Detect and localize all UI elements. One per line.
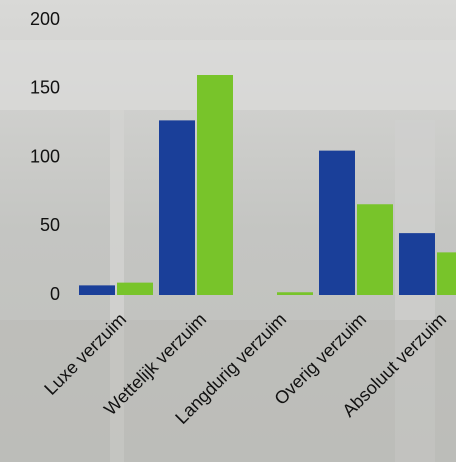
y-tick-label: 100 (30, 146, 60, 166)
bar (159, 120, 195, 295)
bar (399, 233, 435, 295)
bar (79, 285, 115, 295)
y-tick-label: 200 (30, 9, 60, 29)
y-tick-label: 150 (30, 78, 60, 98)
bar (277, 292, 313, 295)
y-tick-label: 50 (40, 215, 60, 235)
background-ground (0, 320, 456, 462)
bar (197, 75, 233, 295)
bar (319, 150, 355, 295)
bar (437, 252, 456, 295)
y-tick-label: 0 (50, 284, 60, 304)
bar (357, 204, 393, 295)
bar (117, 282, 153, 295)
